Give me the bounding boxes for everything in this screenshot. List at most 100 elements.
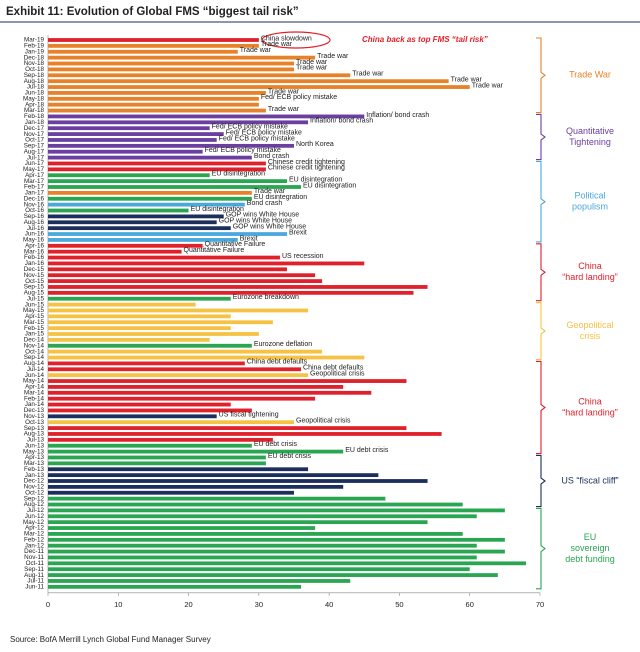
bar — [48, 326, 231, 331]
y-tick-label: Nov-11 — [24, 554, 44, 561]
y-tick-label: Mar-19 — [24, 37, 44, 44]
y-tick-label: Dec-11 — [24, 548, 44, 555]
y-tick-label: Jun-15 — [25, 301, 45, 308]
y-tick-label: Jul-13 — [27, 437, 45, 444]
bar — [48, 361, 245, 366]
y-tick-label: Jun-16 — [25, 231, 45, 238]
bar — [48, 349, 323, 354]
bar — [48, 261, 365, 266]
bar — [48, 179, 287, 184]
bar-label: Bond crash — [247, 200, 283, 207]
bar — [48, 255, 280, 260]
y-tick-label: Jan-13 — [25, 472, 45, 479]
bar-label: Trade war — [268, 106, 300, 113]
y-tick-label: Jun-17 — [25, 160, 45, 167]
bar — [48, 490, 294, 495]
bar-label: Quantitative Failure — [184, 247, 245, 254]
bar — [48, 426, 407, 430]
y-tick-label: Sep-13 — [24, 425, 45, 432]
y-tick-label: May-17 — [23, 166, 44, 173]
y-tick-label: Feb-18 — [24, 113, 44, 120]
y-tick-label: Aug-12 — [24, 501, 45, 508]
bar — [48, 367, 302, 372]
bar — [48, 108, 266, 113]
y-tick-label: Dec-15 — [24, 266, 45, 273]
bar — [48, 461, 266, 466]
bar-label: Trade war — [296, 65, 328, 72]
bar — [48, 167, 266, 172]
y-tick-label: Oct-14 — [25, 348, 44, 355]
group-label: debt funding — [565, 554, 615, 564]
y-tick-label: Mar-15 — [24, 319, 44, 326]
bar-label: Brexit — [289, 229, 307, 236]
bar-label: EU disintegration — [303, 182, 356, 189]
bar-label: GOP wins White House — [226, 212, 300, 219]
group-label: EU — [584, 532, 597, 542]
y-tick-label: Feb-16 — [24, 254, 44, 261]
group-label: Quantitative — [566, 126, 614, 136]
bar — [48, 432, 442, 436]
group-label: Political — [574, 191, 605, 201]
y-tick-label: Jan-16 — [25, 260, 45, 267]
bar-label: EU disintegration — [191, 206, 244, 213]
y-tick-label: Aug-13 — [24, 431, 45, 438]
y-tick-label: Jul-17 — [27, 154, 45, 161]
bar-label: EU disintegration — [254, 194, 307, 201]
bar — [48, 249, 182, 254]
bar — [48, 332, 259, 336]
bar — [48, 379, 407, 383]
y-tick-label: Feb-15 — [24, 325, 44, 332]
y-tick-label: Oct-16 — [25, 207, 44, 214]
bar — [48, 55, 316, 60]
bar-label: GOP wins White House — [233, 224, 307, 231]
y-tick-label: Apr-16 — [25, 242, 44, 249]
y-tick-label: Sep-18 — [24, 72, 45, 79]
bar — [48, 508, 505, 513]
y-tick-label: Apr-14 — [25, 384, 44, 391]
y-tick-label: Feb-12 — [24, 536, 44, 543]
y-tick-label: Sep-15 — [24, 284, 45, 291]
bar — [48, 526, 316, 530]
bar-label: North Korea — [296, 141, 334, 148]
y-tick-label: Jan-19 — [25, 48, 45, 55]
bar-label: Eurozone deflation — [254, 341, 312, 348]
bar — [48, 314, 231, 319]
bar-label: Brexit — [240, 235, 258, 242]
y-tick-label: Jul-15 — [27, 295, 45, 302]
bar — [48, 61, 294, 66]
bar — [48, 290, 414, 295]
y-tick-label: May-12 — [23, 519, 44, 526]
bar — [48, 520, 428, 525]
bar — [48, 296, 231, 301]
x-tick-label: 0 — [46, 600, 50, 609]
bar-label: Trade war — [296, 59, 328, 66]
y-tick-label: Oct-13 — [25, 419, 44, 426]
y-tick-label: Jun-12 — [25, 513, 45, 520]
y-tick-label: May-15 — [23, 307, 44, 314]
bar — [48, 126, 210, 131]
bar-label: Geopolitical crisis — [310, 371, 365, 378]
x-tick-label: 60 — [466, 600, 474, 609]
bar — [48, 479, 428, 483]
group-bracket — [536, 243, 546, 302]
y-tick-label: Apr-15 — [25, 313, 44, 320]
group-label: “hard landing” — [562, 272, 618, 282]
bar-label: Chinese credit tightening — [268, 165, 345, 172]
y-tick-label: Oct-17 — [25, 137, 44, 144]
y-tick-label: Sep-16 — [24, 213, 45, 220]
bar-label: Fed/ ECB policy mistake — [261, 94, 337, 101]
bar — [48, 96, 259, 101]
bar — [48, 567, 470, 572]
y-tick-label: Mar-18 — [24, 107, 44, 114]
bar — [48, 232, 287, 236]
y-tick-label: Nov-13 — [24, 413, 45, 420]
y-tick-label: Jan-15 — [25, 331, 45, 338]
x-tick-label: 50 — [395, 600, 403, 609]
group-label: Geopolitical — [566, 320, 613, 330]
group-label: crisis — [580, 331, 601, 341]
bar — [48, 449, 344, 454]
bar-label: EU disintegration — [289, 176, 342, 183]
y-tick-label: Jul-16 — [27, 225, 45, 232]
y-tick-label: Aug-16 — [24, 219, 45, 226]
annotation: China back as top FMS “tail risk” — [362, 35, 488, 44]
